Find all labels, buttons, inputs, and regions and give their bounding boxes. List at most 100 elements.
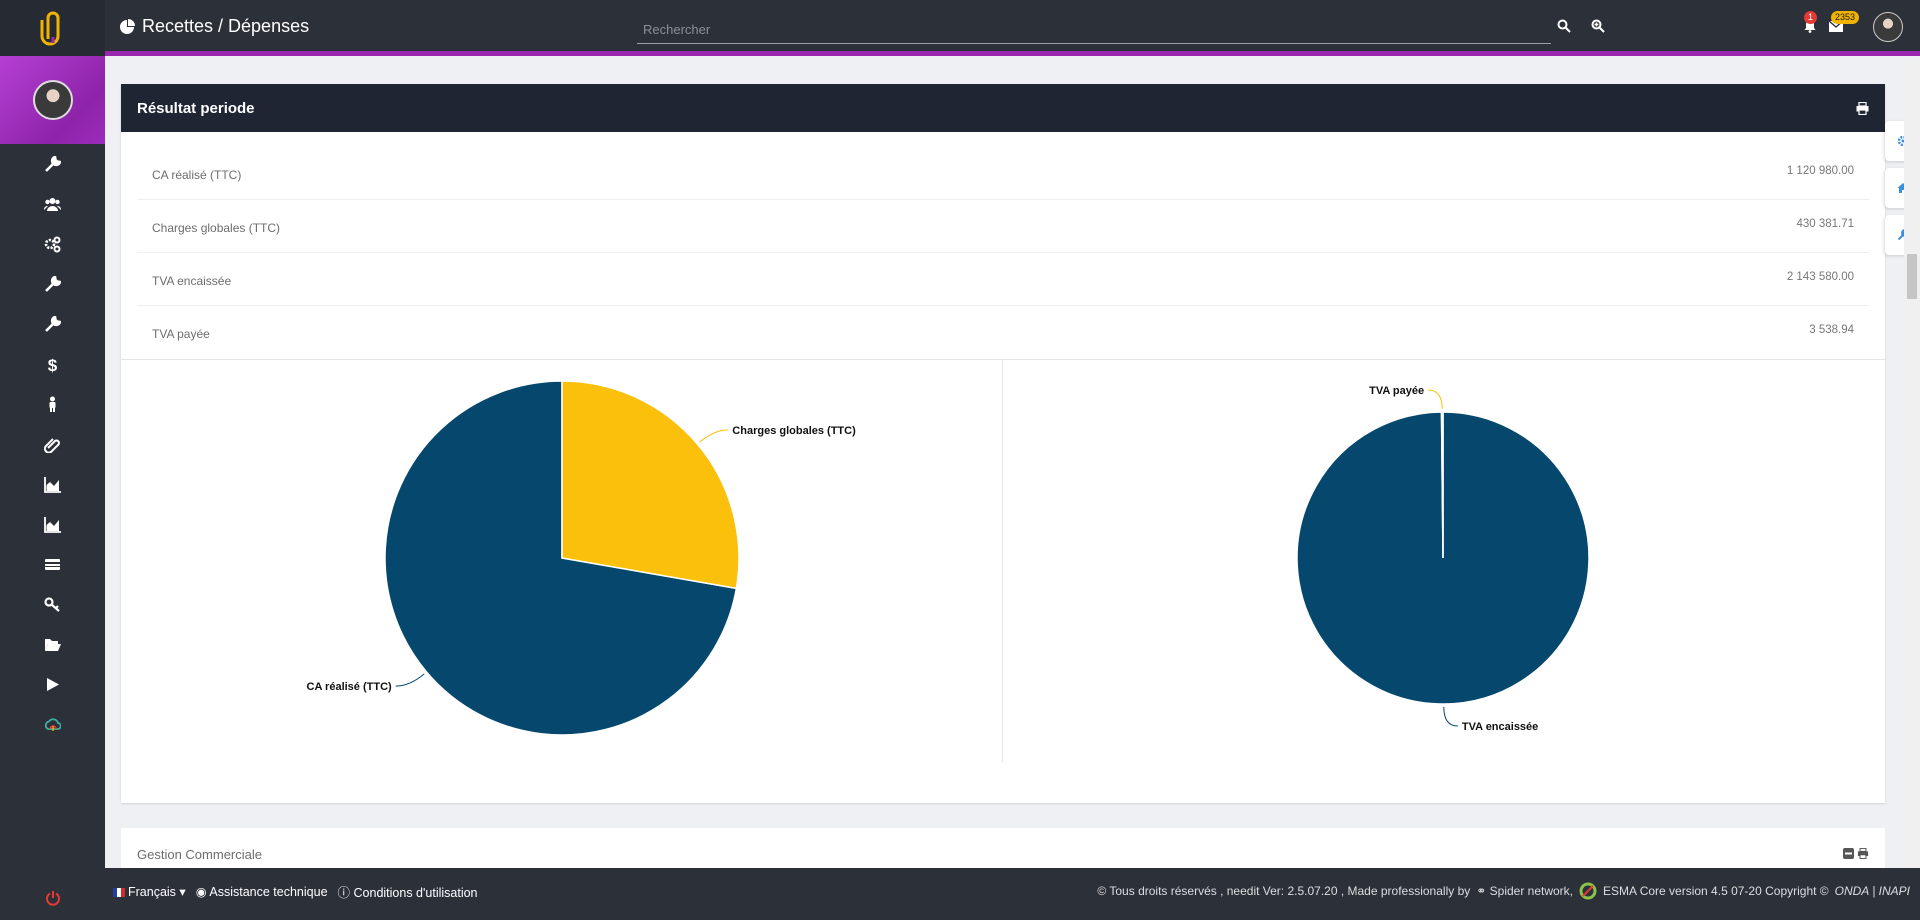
pie-slice[interactable]: [561, 380, 740, 590]
collapse-icon[interactable]: [1843, 847, 1854, 859]
row-label: TVA encaissée: [152, 274, 232, 288]
pie-chart-tva: TVA encaissée TVA payée: [1003, 360, 1885, 762]
search-input[interactable]: [637, 17, 1551, 41]
pie-label-line: [699, 429, 729, 443]
wrench-icon: [45, 275, 61, 292]
row-value: 1 120 980.00: [1786, 165, 1854, 177]
row-label: CA réalisé (TTC): [152, 168, 242, 182]
esma-text: ESMA Core version 4.5 07-20 Copyright ©: [1603, 884, 1829, 898]
sidebar-item-8[interactable]: [0, 464, 105, 504]
play-icon: [47, 677, 59, 691]
result-panel: Résultat periode CA réalisé (TTC) 1 120 9…: [121, 84, 1885, 803]
pie-label-line: [1443, 706, 1458, 727]
language-label: Français: [128, 884, 176, 899]
panel-footer: [121, 761, 1885, 803]
summary-row: CA réalisé (TTC) 1 120 980.00: [137, 147, 1869, 200]
folder-open-icon: [45, 638, 61, 651]
zoom-in-icon[interactable]: [1591, 19, 1605, 33]
key-icon: [44, 596, 60, 612]
panel-title: Résultat periode: [137, 99, 255, 117]
print-icon[interactable]: [1856, 101, 1869, 115]
pie-label: Charges globales (TTC): [732, 425, 856, 437]
cloud-icon: [44, 717, 61, 731]
wrench-icon: [45, 315, 61, 332]
sidebar-item-1[interactable]: [0, 184, 105, 224]
gestion-title[interactable]: Gestion Commerciale: [137, 846, 262, 862]
print-icon[interactable]: [1857, 847, 1869, 859]
charts-area: CA réalisé (TTC) Charges globales (TTC) T…: [121, 359, 1885, 762]
sidebar: $: [0, 0, 105, 920]
sidebar-item-7[interactable]: [0, 424, 105, 464]
dollar-icon: $: [48, 356, 58, 373]
notifications-badge: 1: [1804, 11, 1818, 24]
pie-chart-svg: CA réalisé (TTC) Charges globales (TTC): [307, 380, 856, 736]
area-chart-icon: [44, 476, 61, 493]
page-title-text: Recettes / Dépenses: [142, 16, 310, 36]
row-label: Charges globales (TTC): [152, 221, 281, 235]
page-title: Recettes / Dépenses: [119, 16, 309, 37]
credit-card-icon: [45, 558, 60, 570]
power-icon: [45, 891, 60, 906]
panel-header: Résultat periode: [121, 84, 1885, 132]
avatar[interactable]: [32, 80, 73, 120]
paperclip-icon: [44, 437, 60, 453]
power-button[interactable]: [0, 890, 105, 906]
france-flag-icon: [113, 887, 125, 897]
cogs-icon: [44, 236, 61, 252]
assistance-link[interactable]: ◉ Assistance technique: [195, 884, 328, 899]
male-icon: [49, 396, 56, 412]
sidebar-item-2[interactable]: [0, 224, 105, 264]
sidebar-item-4[interactable]: [0, 304, 105, 344]
pie-label: CA réalisé (TTC): [307, 681, 393, 693]
summary-row: Charges globales (TTC) 430 381.71: [137, 200, 1869, 253]
sidebar-item-10[interactable]: [0, 544, 105, 584]
area-chart-icon: [44, 516, 61, 533]
pie-slice[interactable]: [384, 380, 738, 736]
svg-text:$: $: [48, 356, 58, 373]
sidebar-item-12[interactable]: [0, 624, 105, 664]
top-bar: Recettes / Dépenses 1 2353: [105, 0, 1920, 56]
pie-slice[interactable]: [1440, 411, 1444, 559]
sidebar-item-0[interactable]: [0, 144, 105, 184]
row-value: 430 381.71: [1796, 218, 1854, 230]
search-icon[interactable]: [1557, 19, 1571, 33]
main-content: Résultat periode CA réalisé (TTC) 1 120 9…: [121, 84, 1885, 868]
paperclip-logo-icon: [40, 11, 59, 46]
row-value: 2 143 580.00: [1786, 271, 1854, 283]
esma-logo-icon: [1579, 882, 1597, 900]
row-value: 3 538.94: [1809, 324, 1854, 336]
pie-chart-ca-charges: CA réalisé (TTC) Charges globales (TTC): [121, 360, 1003, 762]
sidebar-item-5[interactable]: $: [0, 344, 105, 384]
conditions-label: Conditions d'utilisation: [353, 885, 478, 900]
pie-label-line: [395, 673, 425, 687]
gestion-commerciale-panel: Gestion Commerciale: [121, 828, 1885, 868]
sidebar-item-14[interactable]: [0, 704, 105, 744]
scrollbar-thumb[interactable]: [1907, 254, 1917, 299]
summary-rows: CA réalisé (TTC) 1 120 980.00 Charges glo…: [121, 132, 1885, 359]
pie-chart-svg: TVA encaissée TVA payée: [1296, 385, 1590, 733]
sidebar-nav: $: [0, 144, 105, 744]
sidebar-item-9[interactable]: [0, 504, 105, 544]
wrench-icon: [45, 155, 61, 172]
profile-banner: [0, 56, 105, 144]
conditions-link[interactable]: ⓘ Conditions d'utilisation: [337, 885, 478, 900]
sidebar-item-11[interactable]: [0, 584, 105, 624]
language-selector[interactable]: Français ▾: [113, 884, 186, 899]
summary-row: TVA encaissée 2 143 580.00: [137, 253, 1869, 306]
sidebar-item-3[interactable]: [0, 264, 105, 304]
sidebar-item-13[interactable]: [0, 664, 105, 704]
row-label: TVA payée: [152, 327, 210, 341]
summary-row: TVA payée 3 538.94: [137, 306, 1869, 359]
pie-label: TVA encaissée: [1462, 721, 1538, 733]
spider-network-label: Spider network,: [1489, 884, 1574, 898]
onda-link[interactable]: ONDA | INAPI: [1834, 884, 1910, 898]
app-logo[interactable]: [0, 0, 105, 56]
sidebar-item-6[interactable]: [0, 384, 105, 424]
user-avatar[interactable]: [1873, 12, 1903, 42]
search-box: [637, 17, 1551, 44]
pie-label: TVA payée: [1369, 385, 1424, 397]
spider-network-link[interactable]: ⚭ Spider network,: [1476, 884, 1574, 898]
footer: Français ▾ ◉ Assistance technique ⓘ Cond…: [105, 868, 1920, 920]
scrollbar[interactable]: [1904, 61, 1920, 868]
pie-label-line: [1428, 389, 1443, 410]
